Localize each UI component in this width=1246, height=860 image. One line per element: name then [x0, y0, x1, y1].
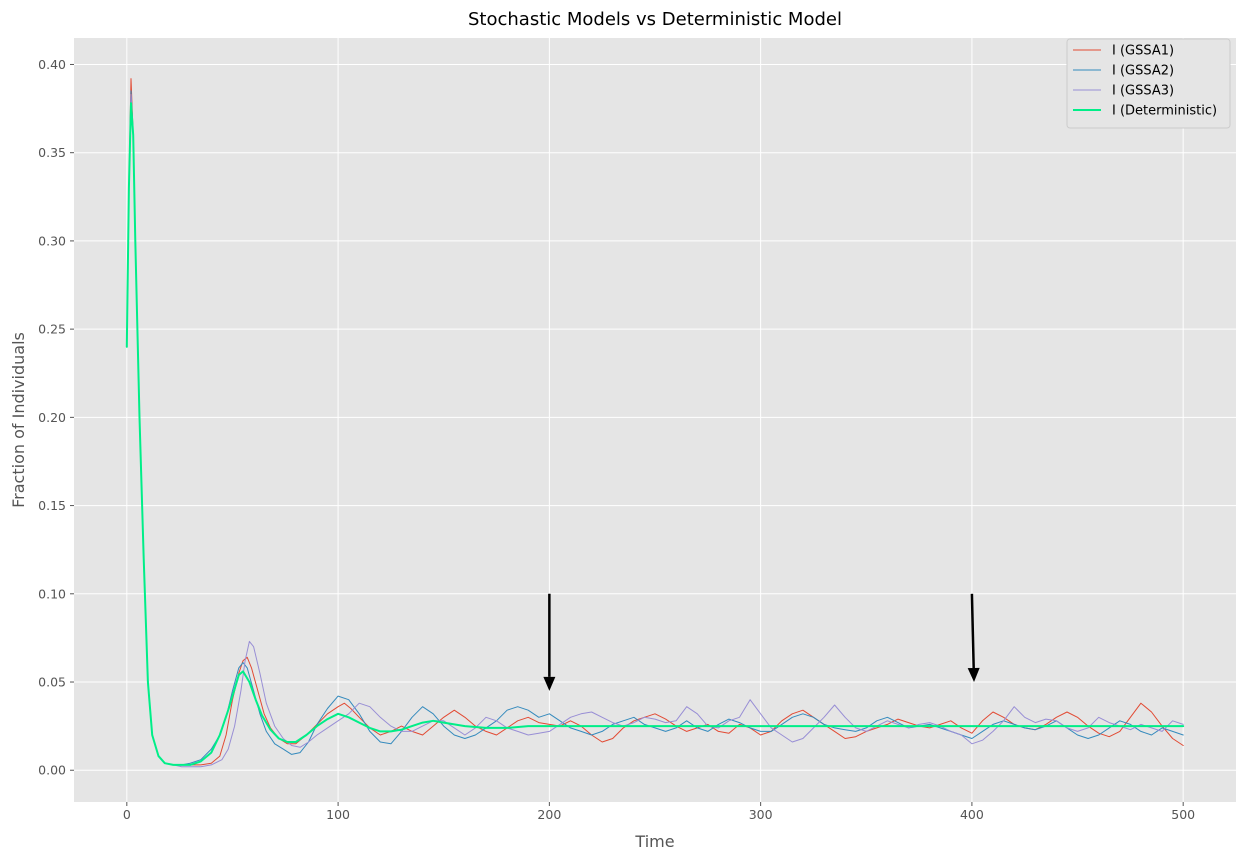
chart-title: Stochastic Models vs Deterministic Model	[468, 9, 842, 30]
series-line-3	[126, 94, 1184, 768]
y-tick-label: 0.25	[38, 322, 66, 337]
x-tick-label: 100	[326, 807, 350, 822]
x-tick-label: 0	[123, 807, 131, 822]
y-tick-label: 0.35	[38, 145, 66, 160]
y-tick-label: 0.40	[38, 57, 66, 72]
legend: I (GSSA1) I (GSSA2) I (GSSA3) I (Determinis…	[1066, 38, 1231, 129]
legend-label-2: I (GSSA2)	[1112, 64, 1174, 79]
x-tick-label: 200	[537, 807, 561, 822]
arrow-head-2	[967, 667, 980, 683]
y-tick-label: 0.20	[38, 410, 66, 425]
legend-label-4: I (Deterministic)	[1112, 104, 1217, 119]
arrow-head-1	[543, 676, 556, 691]
y-tick-label: 0.00	[38, 763, 66, 778]
y-tick-label: 0.15	[38, 498, 66, 513]
y-tick-label: 0.05	[38, 675, 66, 690]
x-tick-label: 300	[749, 807, 773, 822]
plot-background	[74, 38, 1236, 802]
series-layer	[125, 78, 1185, 768]
legend-frame	[1066, 38, 1231, 129]
y-tick-label: 0.10	[38, 586, 66, 601]
x-tick-label: 500	[1171, 807, 1195, 822]
y-tick-labels: 0.00 0.05 0.10 0.15 0.20 0.25 0.30 0.35 0.40	[38, 57, 74, 778]
annotation-layer	[543, 593, 980, 691]
arrow-shaft-2	[970, 593, 975, 669]
y-axis-label: Fraction of Individuals	[9, 332, 28, 508]
x-axis-label: Time	[634, 832, 674, 851]
y-tick-label: 0.30	[38, 233, 66, 248]
x-tick-labels: 0 100 200 300 400 500	[123, 802, 1195, 822]
grid	[74, 38, 1236, 802]
series-line-2	[126, 90, 1184, 766]
legend-label-1: I (GSSA1)	[1112, 44, 1174, 59]
x-tick-label: 400	[960, 807, 984, 822]
series-line-4	[125, 102, 1185, 766]
legend-label-3: I (GSSA3)	[1112, 84, 1174, 99]
